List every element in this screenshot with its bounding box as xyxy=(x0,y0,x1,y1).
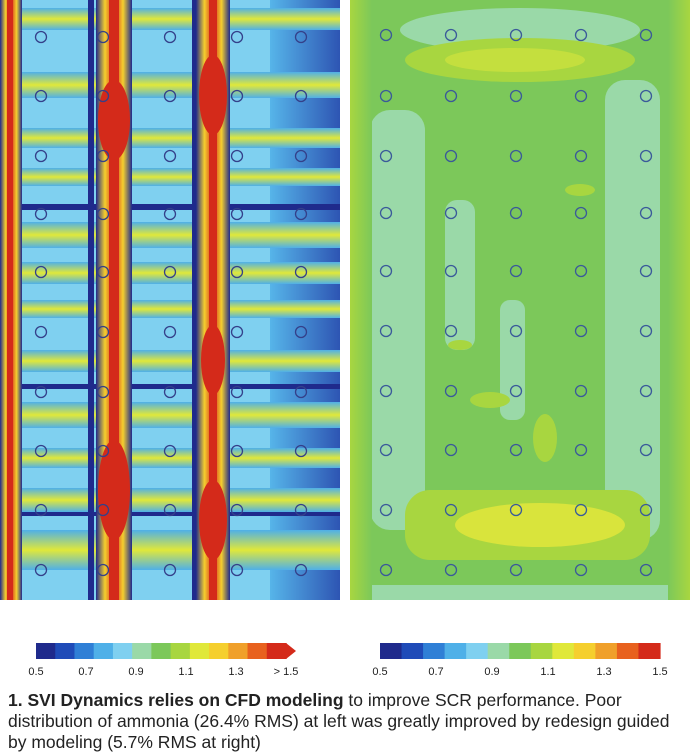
colorbar-swatch xyxy=(401,643,424,659)
colorbar-swatch xyxy=(509,643,532,659)
caption-text: to improve SCR performance. Poor distrib… xyxy=(8,690,670,752)
right-yellow-regions xyxy=(350,0,690,600)
colorbar-swatch xyxy=(170,643,191,659)
right-probe-markers xyxy=(379,28,653,577)
colorbar-swatch xyxy=(573,643,596,659)
colorbar-swatch xyxy=(616,643,640,659)
left-red-vertical-streaks xyxy=(0,0,230,600)
colorbar-left-tick: 0.9 xyxy=(128,666,143,678)
colorbar-right-tick: 0.5 xyxy=(372,666,387,678)
colorbar-swatch xyxy=(74,643,95,659)
colorbar-left-tick: 1.3 xyxy=(228,666,243,678)
colorbar-swatch xyxy=(380,643,403,659)
left-probe-markers xyxy=(34,30,308,577)
colorbar-swatch xyxy=(132,643,152,659)
colorbar-swatch xyxy=(530,643,553,659)
colorbar-swatch xyxy=(55,643,76,659)
colorbar-right-tick: 0.7 xyxy=(428,666,443,678)
colorbar-left: 0.5 0.7 0.9 1.1 1.3 > 1.5 xyxy=(28,643,299,678)
colorbar-left-overflow-arrow xyxy=(286,643,296,659)
colorbar-left-tick: > 1.5 xyxy=(274,666,299,678)
colorbar-left-swatches xyxy=(36,643,287,659)
colorbar-swatch xyxy=(423,643,446,659)
colorbar-swatch xyxy=(228,643,249,659)
left-horizontal-bands xyxy=(0,8,340,570)
colorbar-right-tick: 1.5 xyxy=(652,666,667,678)
caption-bold: 1. SVI Dynamics relies on CFD modeling xyxy=(8,690,344,710)
cfd-plot-right xyxy=(350,0,690,600)
colorbar-right-tick: 1.1 xyxy=(540,666,555,678)
colorbar-swatch xyxy=(638,643,661,659)
colorbar-swatch xyxy=(112,643,133,659)
colorbar-swatch xyxy=(466,643,489,659)
colorbar-right-swatches xyxy=(380,643,661,659)
colorbar-right: 0.5 0.7 0.9 1.1 1.3 1.5 xyxy=(372,643,668,678)
cfd-plot-left xyxy=(0,0,340,600)
colorbar-left-tick: 1.1 xyxy=(178,666,193,678)
figure-caption: 1. SVI Dynamics relies on CFD modeling t… xyxy=(8,690,684,753)
colorbar-swatch xyxy=(36,643,56,659)
colorbar-swatch xyxy=(151,643,172,659)
colorbar-swatch xyxy=(93,643,114,659)
colorbar-right-tick: 0.9 xyxy=(484,666,499,678)
colorbar-swatch xyxy=(189,643,210,659)
colorbar-swatch xyxy=(209,643,229,659)
colorbar-right-tick: 1.3 xyxy=(596,666,611,678)
colorbar-left-tick: 0.7 xyxy=(78,666,93,678)
colorbar-left-tick: 0.5 xyxy=(28,666,43,678)
colorbar-swatch xyxy=(266,643,287,659)
colorbar-swatch xyxy=(247,643,268,659)
colorbar-swatch xyxy=(444,643,467,659)
colorbar-swatch xyxy=(552,643,575,659)
colorbar-swatch xyxy=(487,643,510,659)
colorbar-swatch xyxy=(595,643,618,659)
